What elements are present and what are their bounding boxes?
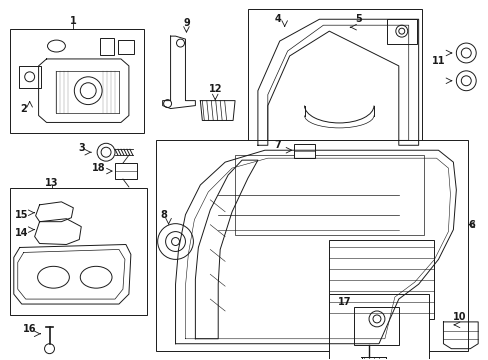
FancyBboxPatch shape [118, 40, 134, 54]
Circle shape [74, 77, 102, 105]
Circle shape [171, 238, 179, 246]
Text: 4: 4 [274, 14, 281, 24]
Circle shape [101, 147, 111, 157]
Bar [155, 140, 468, 351]
Circle shape [97, 143, 115, 161]
Circle shape [157, 224, 193, 260]
Text: 5: 5 [355, 14, 362, 24]
Text: 1: 1 [70, 16, 77, 26]
Bar [328, 239, 433, 319]
Circle shape [460, 48, 470, 58]
Circle shape [165, 231, 185, 251]
Circle shape [176, 39, 184, 47]
Text: 14: 14 [15, 228, 28, 238]
Circle shape [80, 83, 96, 99]
Circle shape [455, 43, 475, 63]
Text: 13: 13 [45, 178, 58, 188]
Circle shape [163, 100, 171, 108]
Bar [10, 188, 146, 315]
Circle shape [395, 25, 407, 37]
Text: 17: 17 [337, 297, 350, 307]
Text: 9: 9 [183, 18, 189, 28]
Circle shape [368, 311, 384, 327]
Circle shape [460, 76, 470, 86]
FancyBboxPatch shape [100, 38, 114, 55]
Circle shape [398, 28, 404, 34]
Ellipse shape [38, 266, 69, 288]
Text: 12: 12 [208, 84, 222, 94]
Bar [361, 357, 385, 360]
Text: 18: 18 [92, 163, 106, 173]
Ellipse shape [47, 40, 65, 52]
Bar [293, 144, 315, 158]
Bar [386, 19, 416, 44]
Bar [235, 155, 423, 235]
Ellipse shape [80, 266, 112, 288]
Text: 2: 2 [20, 104, 27, 113]
Text: 3: 3 [78, 143, 84, 153]
Circle shape [455, 71, 475, 91]
Text: 7: 7 [274, 140, 281, 150]
Text: 8: 8 [160, 210, 167, 220]
Bar [115, 163, 137, 179]
Circle shape [44, 344, 54, 354]
Bar [19, 66, 41, 88]
Text: 16: 16 [23, 324, 36, 334]
Text: 6: 6 [468, 220, 475, 230]
Circle shape [372, 315, 380, 323]
Bar [353, 307, 398, 345]
Text: 15: 15 [15, 210, 28, 220]
Circle shape [25, 72, 35, 82]
Bar [247, 9, 421, 156]
Bar [328, 294, 427, 360]
Text: 10: 10 [452, 312, 465, 322]
Text: 11: 11 [431, 56, 445, 66]
Bar [10, 29, 143, 133]
